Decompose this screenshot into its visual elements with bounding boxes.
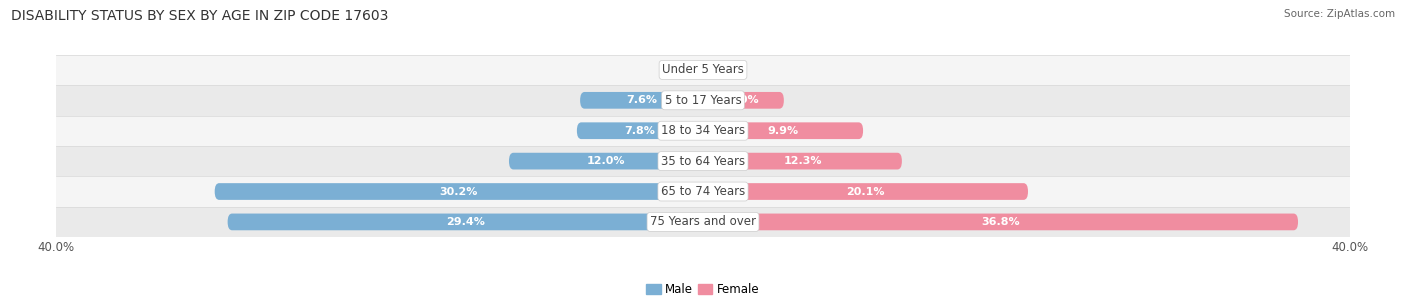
Legend: Male, Female: Male, Female bbox=[641, 278, 765, 301]
Text: 20.1%: 20.1% bbox=[846, 187, 884, 196]
FancyBboxPatch shape bbox=[703, 92, 785, 109]
Text: 7.8%: 7.8% bbox=[624, 126, 655, 136]
Text: 9.9%: 9.9% bbox=[768, 126, 799, 136]
FancyBboxPatch shape bbox=[228, 213, 703, 230]
Bar bbox=[56, 146, 1350, 176]
Text: 12.3%: 12.3% bbox=[783, 156, 821, 166]
Text: 0.0%: 0.0% bbox=[666, 65, 695, 75]
Bar bbox=[56, 176, 1350, 207]
Text: 30.2%: 30.2% bbox=[440, 187, 478, 196]
Text: 35 to 64 Years: 35 to 64 Years bbox=[661, 155, 745, 168]
Text: 7.6%: 7.6% bbox=[626, 95, 657, 105]
Text: 0.0%: 0.0% bbox=[711, 65, 740, 75]
Bar bbox=[56, 207, 1350, 237]
Bar bbox=[56, 85, 1350, 116]
Bar bbox=[56, 55, 1350, 85]
Text: 12.0%: 12.0% bbox=[586, 156, 626, 166]
Text: 75 Years and over: 75 Years and over bbox=[650, 216, 756, 228]
FancyBboxPatch shape bbox=[215, 183, 703, 200]
FancyBboxPatch shape bbox=[703, 123, 863, 139]
FancyBboxPatch shape bbox=[576, 123, 703, 139]
Text: 29.4%: 29.4% bbox=[446, 217, 485, 227]
Text: 18 to 34 Years: 18 to 34 Years bbox=[661, 124, 745, 137]
Text: Under 5 Years: Under 5 Years bbox=[662, 64, 744, 76]
FancyBboxPatch shape bbox=[703, 183, 1028, 200]
Text: 5 to 17 Years: 5 to 17 Years bbox=[665, 94, 741, 107]
Text: 65 to 74 Years: 65 to 74 Years bbox=[661, 185, 745, 198]
Text: 5.0%: 5.0% bbox=[728, 95, 759, 105]
Text: 36.8%: 36.8% bbox=[981, 217, 1019, 227]
FancyBboxPatch shape bbox=[509, 153, 703, 170]
FancyBboxPatch shape bbox=[581, 92, 703, 109]
Bar bbox=[56, 116, 1350, 146]
FancyBboxPatch shape bbox=[703, 153, 901, 170]
FancyBboxPatch shape bbox=[703, 213, 1298, 230]
Text: Source: ZipAtlas.com: Source: ZipAtlas.com bbox=[1284, 9, 1395, 19]
Text: DISABILITY STATUS BY SEX BY AGE IN ZIP CODE 17603: DISABILITY STATUS BY SEX BY AGE IN ZIP C… bbox=[11, 9, 388, 23]
